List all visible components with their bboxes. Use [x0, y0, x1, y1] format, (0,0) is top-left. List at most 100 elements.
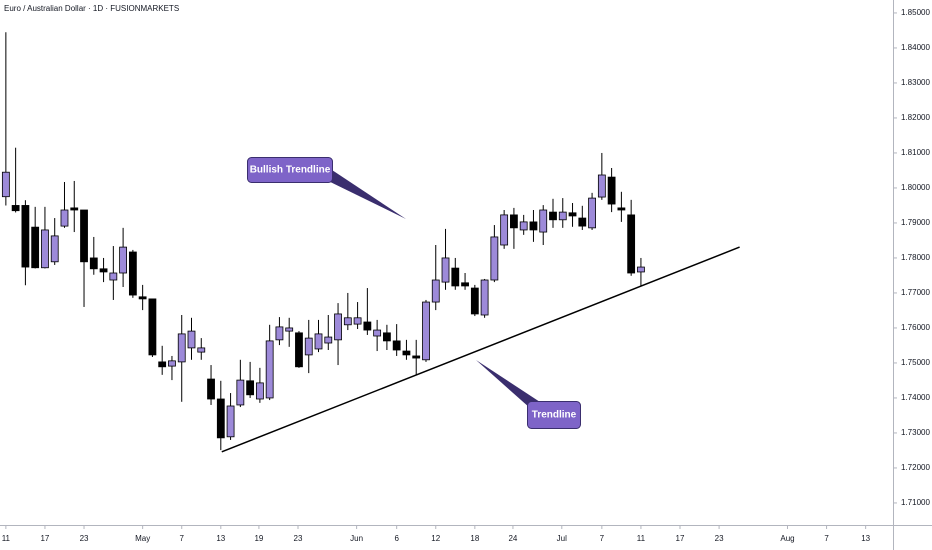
y-tick-label: 1.84000	[901, 43, 930, 52]
x-tick-label: Jun	[350, 534, 363, 543]
candle-body	[31, 226, 40, 269]
candle-body	[50, 235, 59, 263]
candle-body	[11, 205, 20, 212]
candle-body	[431, 279, 440, 303]
callout-bullish: Bullish Trendline	[247, 157, 406, 219]
y-tick-label: 1.71000	[901, 498, 930, 507]
candle-body	[89, 257, 98, 270]
plot-area	[1, 32, 740, 453]
candle-body	[480, 279, 489, 316]
candle-body	[236, 379, 245, 406]
y-tick-label: 1.85000	[901, 8, 930, 17]
candle-body	[383, 332, 391, 342]
callout-trendline: Trendline	[476, 360, 581, 429]
x-tick-label: Aug	[780, 534, 794, 543]
x-tick-label: 17	[676, 534, 685, 543]
y-tick-label: 1.83000	[901, 78, 930, 87]
chart-title: Euro / Australian Dollar · 1D · FUSIONMA…	[4, 4, 179, 13]
y-tick-label: 1.81000	[901, 148, 930, 157]
candle-body	[597, 174, 606, 198]
callout-text: Bullish Trendline	[250, 165, 331, 176]
candle-body	[353, 317, 362, 325]
y-tick-label: 1.80000	[901, 183, 930, 192]
x-tick-label: 13	[861, 534, 870, 543]
candle-body	[128, 251, 137, 296]
candle-body	[510, 214, 518, 229]
candle-body	[119, 246, 128, 274]
candle-body	[99, 268, 108, 273]
candle-body	[70, 207, 79, 211]
candle-body	[168, 360, 176, 367]
x-tick-label: 23	[80, 534, 89, 543]
x-tick-label: 19	[254, 534, 263, 543]
x-tick-label: 7	[179, 534, 184, 543]
candle-body	[402, 350, 411, 356]
candle-body	[304, 337, 313, 356]
callout-box	[247, 157, 333, 183]
candle-body	[441, 257, 450, 283]
x-tick-label: 7	[600, 534, 605, 543]
candle-body	[451, 267, 460, 287]
y-tick-label: 1.77000	[901, 288, 930, 297]
x-tick-label: 11	[637, 534, 646, 543]
candle-body	[500, 214, 509, 246]
y-tick-label: 1.72000	[901, 463, 930, 472]
candle-body	[226, 405, 235, 438]
candle-body	[392, 340, 401, 351]
x-tick-label: 13	[216, 534, 225, 543]
candle-body	[21, 205, 30, 268]
candle-body	[549, 211, 557, 221]
candle-body	[373, 329, 382, 337]
candle-body	[197, 347, 206, 353]
x-tick-label: 7	[824, 534, 829, 543]
x-tick-label: 6	[394, 534, 399, 543]
y-tick-label: 1.75000	[901, 358, 930, 367]
candle-body	[578, 217, 587, 227]
candle-body	[588, 197, 596, 229]
candle-body	[246, 380, 255, 396]
x-tick-label: 17	[40, 534, 49, 543]
candle-body	[334, 313, 342, 341]
y-tick-label: 1.73000	[901, 428, 930, 437]
trendline	[221, 246, 740, 453]
candle-body	[461, 282, 469, 287]
candle-body	[422, 301, 430, 361]
candle-body	[490, 236, 499, 281]
candle-body	[285, 327, 294, 332]
candle-body	[148, 298, 157, 356]
candle-body	[470, 287, 479, 315]
candle-body	[627, 214, 636, 274]
candle-body	[255, 382, 264, 400]
candle-body	[138, 296, 147, 300]
x-tick-label: May	[135, 534, 150, 543]
y-tick-label: 1.74000	[901, 393, 930, 402]
callout-arrow	[318, 170, 406, 219]
x-tick-label: Jul	[557, 534, 567, 543]
candle-body	[314, 333, 323, 350]
candle-body	[617, 207, 626, 211]
candle-body	[1, 171, 10, 198]
candle-body	[265, 340, 274, 399]
callout-arrow	[476, 360, 540, 408]
x-tick-label: 12	[431, 534, 440, 543]
y-tick-label: 1.78000	[901, 253, 930, 262]
y-tick-label: 1.79000	[901, 218, 930, 227]
x-tick-label: 23	[294, 534, 303, 543]
x-tick-label: 24	[508, 534, 517, 543]
candle-body	[207, 378, 215, 400]
candle-body	[519, 221, 528, 231]
candle-body	[295, 332, 303, 368]
y-tick-label: 1.76000	[901, 323, 930, 332]
candle-body	[412, 355, 421, 359]
candle-body	[529, 221, 538, 231]
candle-body	[187, 330, 196, 349]
x-tick-label: 18	[470, 534, 479, 543]
candle-body	[158, 361, 167, 368]
y-tick-label: 1.82000	[901, 113, 930, 122]
candle-body	[41, 229, 49, 269]
candle-body	[363, 321, 372, 331]
candle-body	[539, 209, 548, 233]
candle-body	[637, 266, 645, 273]
callout-box	[527, 401, 581, 429]
